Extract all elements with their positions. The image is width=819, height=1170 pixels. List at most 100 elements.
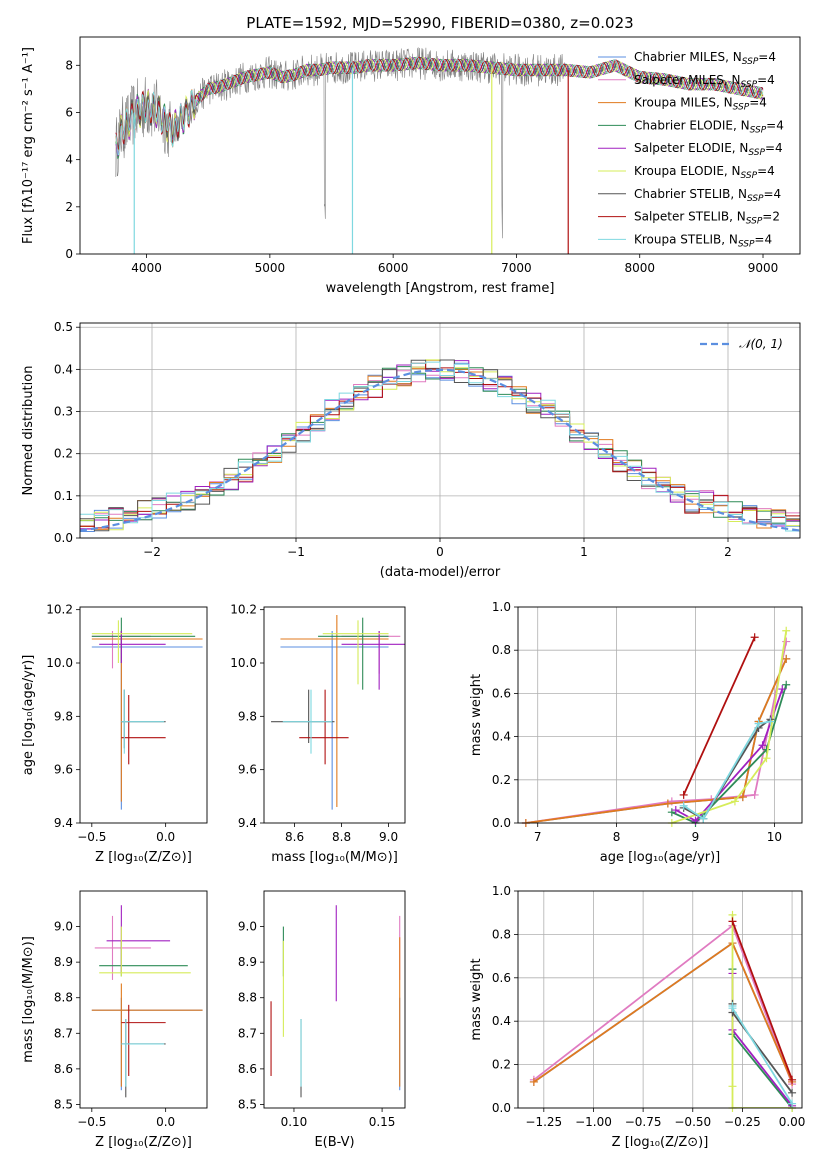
y-tick-label: 8.9: [238, 955, 257, 969]
y-tick-label: 0.4: [54, 362, 73, 376]
x-tick-label: 0.0: [156, 1115, 175, 1129]
plot-frame-mass_vs_EBV: [263, 890, 406, 1109]
y-tick-label: 1.0: [492, 600, 511, 614]
weight-marker: [667, 808, 676, 817]
x-tick-label: −1.00: [575, 1115, 612, 1129]
figure-title: PLATE=1592, MJD=52990, FIBERID=0380, z=0…: [246, 14, 633, 32]
weight-marker: [762, 754, 771, 763]
plot-frame-weight_vs_age: [517, 606, 803, 824]
axes-mass_vs_Z: −0.5 0.0 8.5 8.6 8.7 8.8 8.9 9.0 Z [log₁₀(Z/Z⊙)]…: [21, 905, 203, 1150]
y-tick-label: 8.8: [54, 991, 73, 1005]
x-axis-label: wavelength [Angstrom, rest frame]: [326, 281, 555, 296]
x-tick-label: 8000: [624, 261, 655, 275]
model-spectrum-line: [115, 56, 764, 149]
weight-line: [525, 641, 788, 823]
legend-series-name: Chabrier MILES, N: [634, 50, 742, 64]
weight-marker: [750, 790, 759, 799]
y-tick-label: 9.0: [238, 920, 257, 934]
y-axis-label: mass weight: [469, 958, 484, 1040]
y-tick-label: 0.5: [54, 320, 73, 334]
legend-subscript: SSP: [742, 57, 759, 67]
normal-distribution-curve: [80, 368, 800, 532]
y-tick-label: 2: [65, 200, 73, 214]
legend-nssp-value: =4: [764, 187, 782, 201]
x-tick-label: 7: [534, 830, 542, 844]
weight-marker: [738, 793, 747, 802]
y-tick-label: 1.0: [492, 884, 511, 898]
weight-marker: [782, 680, 791, 689]
legend-label: Kroupa ELODIE, NSSP=4: [634, 164, 775, 181]
y-tick-label: 8.7: [238, 1026, 257, 1040]
legend-series-name: Kroupa ELODIE, N: [634, 164, 741, 178]
plot-frame-mass_vs_Z: [79, 890, 208, 1109]
weight-line: [683, 720, 771, 820]
y-tick-label: 8.9: [54, 955, 73, 969]
plot-frame-age_vs_mass: [263, 606, 406, 824]
x-tick-label: −1: [287, 545, 305, 559]
x-axis-label: mass [log₁₀(M/M⊙)]: [271, 850, 398, 865]
y-axis-label: Flux [fλ10⁻¹⁷ erg cm⁻² s⁻¹ A⁻¹]: [21, 47, 36, 244]
weight-marker: [778, 685, 787, 694]
legend-nssp-value: =4: [757, 73, 775, 87]
y-tick-label: 10.0: [46, 656, 73, 670]
weight-line: [525, 658, 788, 823]
plot-frame-residuals: [79, 322, 801, 539]
legend-series-name: Kroupa STELIB, N: [634, 232, 738, 246]
legend-subscript: SSP: [748, 148, 765, 158]
weight-marker: [782, 654, 791, 663]
x-tick-label: 1: [580, 545, 588, 559]
y-tick-label: 0.2: [492, 1058, 511, 1072]
x-tick-label: 9: [692, 830, 700, 844]
axes-weight_vs_Z: −1.25 −1.00 −0.75 −0.50 −0.25 0.00 0.0 0.2 0.4 0.…: [469, 884, 805, 1150]
y-tick-label: 0: [65, 247, 73, 261]
legend-series-name: Salpeter ELODIE, N: [634, 141, 748, 155]
legend-label: Kroupa MILES, NSSP=4: [634, 96, 767, 113]
x-axis-label: Z [log₁₀(Z/Z⊙)]: [95, 850, 192, 865]
x-tick-label: −0.5: [77, 1115, 106, 1129]
x-tick-label: 9000: [748, 261, 779, 275]
weight-marker: [728, 1004, 737, 1013]
legend-series-name: Chabrier ELODIE, N: [634, 118, 750, 132]
weight-line: [683, 718, 771, 820]
weight-marker: [699, 814, 708, 823]
weight-marker: [730, 797, 739, 806]
x-tick-label: −0.25: [724, 1115, 761, 1129]
x-axis-label: age [log₁₀(age/yr)]: [600, 850, 721, 865]
x-tick-label: 0: [436, 545, 444, 559]
weight-marker: [691, 816, 700, 825]
plot-frame-weight_vs_Z: [517, 890, 803, 1109]
weight-marker: [766, 717, 775, 726]
weight-line: [682, 636, 756, 796]
y-tick-label: 9.8: [54, 709, 73, 723]
x-tick-label: 7000: [501, 261, 532, 275]
x-tick-label: −1.25: [525, 1115, 562, 1129]
legend-nssp-value: =4: [757, 164, 775, 178]
x-axis-label: Z [log₁₀(Z/Z⊙)]: [612, 1135, 709, 1150]
x-axis-label: E(B-V): [314, 1135, 354, 1150]
legend-label: Chabrier STELIB, NSSP=4: [634, 187, 781, 204]
y-tick-label: 0.0: [492, 1101, 511, 1115]
weight-line: [731, 969, 793, 1108]
y-tick-label: 6: [65, 105, 73, 119]
weight-marker: [788, 1099, 797, 1108]
y-tick-label: 10.2: [46, 603, 73, 617]
x-tick-label: 9.0: [379, 830, 398, 844]
legend-label: Kroupa STELIB, NSSP=4: [634, 232, 772, 249]
legend-subscript: SSP: [746, 217, 763, 227]
legend-subscript: SSP: [747, 194, 764, 204]
weight-line: [731, 921, 793, 1081]
x-tick-label: −0.5: [77, 830, 106, 844]
axes-age_vs_Z: −0.5 0.0 9.4 9.6 9.8 10.0 10.2 Z [log₁₀(Z/Z⊙)] a…: [21, 603, 203, 865]
x-tick-label: 0.10: [281, 1115, 308, 1129]
y-axis-label: mass [log₁₀(M/M⊙)]: [21, 936, 36, 1063]
y-tick-label: 8.6: [54, 1062, 73, 1076]
y-tick-label: 0.0: [492, 816, 511, 830]
y-tick-label: 0.4: [492, 730, 511, 744]
weight-marker: [663, 799, 672, 808]
legend-nssp-value: =2: [762, 210, 780, 224]
legend-nssp-value: =4: [765, 141, 783, 155]
weight-marker: [758, 741, 767, 750]
y-tick-label: 8.5: [238, 1097, 257, 1111]
legend-series-name: Salpeter MILES, N: [634, 73, 741, 87]
